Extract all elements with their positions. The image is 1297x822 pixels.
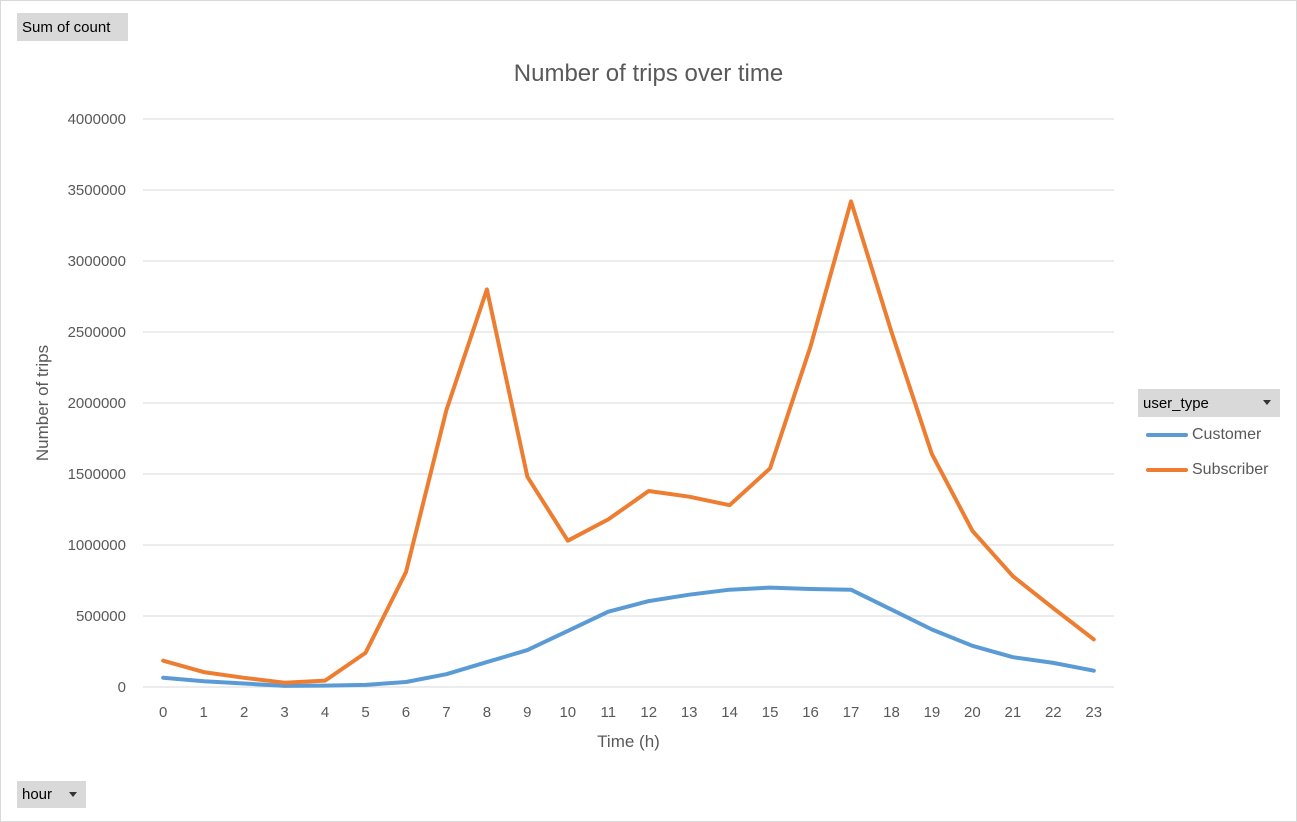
x-tick-label: 11 [600,704,616,721]
legend-field-button[interactable]: user_type [1138,389,1280,417]
y-tick-label: 1000000 [68,537,126,554]
x-tick-label: 17 [843,704,860,721]
x-tick-label: 19 [924,704,941,721]
value-field-label: Sum of count [22,18,111,36]
x-tick-label: 13 [681,704,698,721]
chart-title: Number of trips over time [513,60,784,87]
x-tick-label: 6 [402,704,410,721]
y-tick-label: 3000000 [68,253,126,270]
x-tick-label: 7 [442,704,450,721]
y-tick-label: 2000000 [68,395,126,412]
chevron-down-icon[interactable] [69,792,77,797]
value-field-button[interactable]: Sum of count [17,13,128,41]
x-tick-label: 5 [361,704,369,721]
series-line-subscriber [161,199,1096,685]
axis-field-label: hour [22,786,53,803]
legend-item-customer[interactable]: Customer [1146,425,1261,445]
legend-swatch-subscriber [1146,468,1188,472]
x-tick-label: 15 [762,704,779,721]
x-tick-label: 22 [1045,704,1062,721]
x-tick-label: 16 [802,704,819,721]
axis-field-button[interactable]: hour [17,781,86,808]
x-tick-label: 12 [640,704,657,721]
series-lines [161,199,1096,688]
y-tick-label: 3500000 [68,182,126,199]
y-tick-label: 0 [118,679,126,696]
x-axis-title: Time (h) [597,732,660,751]
x-tick-label: 9 [523,704,531,721]
x-tick-label: 3 [280,704,288,721]
legend-field-label: user_type [1143,394,1209,412]
axis-labels: 0 500000 1000000 1500000 2000000 2500000 30000… [33,111,1102,751]
y-tick-label: 500000 [76,608,126,625]
x-tick-label: 8 [483,704,491,721]
x-tick-label: 1 [200,704,208,721]
chevron-down-icon[interactable] [1263,400,1271,405]
y-tick-label: 1500000 [68,466,126,483]
x-tick-label: 14 [721,704,738,721]
legend-label-customer: Customer [1192,426,1262,443]
legend-swatch-customer [1146,433,1188,437]
x-tick-label: 4 [321,704,329,721]
y-axis-title: Number of trips [33,345,52,461]
gridlines [143,118,1114,617]
x-tick-label: 23 [1085,704,1102,721]
x-tick-label: 10 [559,704,576,721]
x-tick-label: 0 [159,704,167,721]
x-tick-label: 2 [240,704,248,721]
legend-item-subscriber[interactable]: Subscriber [1146,460,1268,480]
legend-label-subscriber: Subscriber [1192,461,1269,478]
y-tick-label: 2500000 [68,324,126,341]
y-tick-label: 4000000 [68,111,126,128]
x-tick-label: 21 [1005,704,1022,721]
x-tick-label: 18 [883,704,900,721]
series-line-customer [161,585,1096,688]
x-tick-label: 20 [964,704,981,721]
